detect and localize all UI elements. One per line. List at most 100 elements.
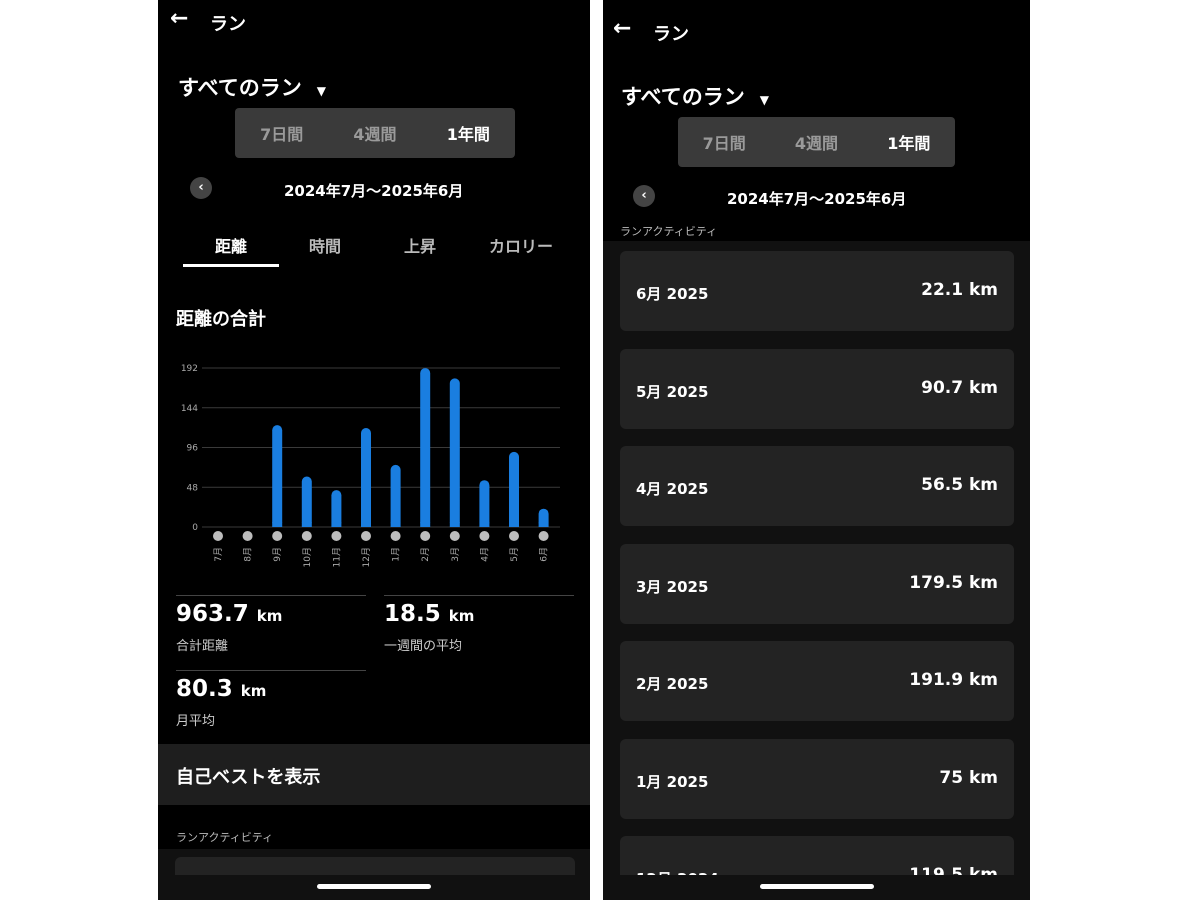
bar-base: [361, 522, 371, 527]
bar-base: [449, 522, 460, 527]
bar: [449, 378, 460, 527]
month-card[interactable]: 2月 2025 191.9 km: [620, 641, 1014, 721]
x-tick-label: 8月: [243, 547, 254, 562]
x-tick-label: 3月: [450, 547, 461, 562]
bar-base: [272, 522, 283, 527]
period-4w[interactable]: 4週間: [794, 134, 839, 153]
back-arrow-icon[interactable]: ←: [613, 16, 632, 41]
period-selector: 7日間 4週間 1年間: [235, 108, 515, 158]
caret-down-icon: ▼: [316, 84, 327, 98]
period-1y[interactable]: 1年間: [887, 134, 931, 153]
x-tick-label: 7月: [213, 547, 224, 562]
month-card[interactable]: 3月 2025 179.5 km: [620, 543, 1014, 624]
x-tick-label: 6月: [539, 547, 550, 562]
stat-unit: km: [448, 607, 475, 625]
date-range: 2024年7月〜2025年6月: [284, 182, 464, 200]
run-filter-dropdown[interactable]: すべてのラン ▼: [178, 72, 326, 102]
divider: [176, 595, 366, 596]
month-card[interactable]: 6月 2025 22.1 km: [620, 251, 1014, 331]
month-label: 5月 2025: [636, 382, 709, 401]
x-point-marker: [420, 531, 431, 541]
x-tick-label: 12月: [361, 547, 372, 567]
period-1y[interactable]: 1年間: [446, 125, 490, 144]
bar: [509, 451, 519, 527]
y-tick-label: 192: [181, 364, 198, 374]
x-tick-label: 4月: [479, 547, 490, 562]
x-tick-label: 10月: [302, 547, 313, 567]
x-tick-label: 1月: [391, 547, 402, 562]
system-nav-bar: [603, 875, 1030, 900]
bar-base: [390, 522, 401, 527]
x-point-marker: [479, 531, 490, 541]
x-point-marker: [390, 531, 401, 541]
tab-calories[interactable]: カロリー: [488, 237, 553, 256]
tab-time[interactable]: 時間: [308, 237, 341, 256]
tab-elevation[interactable]: 上昇: [403, 237, 436, 256]
month-label: 3月 2025: [636, 577, 709, 596]
y-tick-label: 144: [181, 404, 198, 414]
month-label: 4月 2025: [636, 480, 709, 498]
divider: [176, 670, 366, 671]
period-selector: 7日間 4週間 1年間: [678, 117, 955, 167]
chevron-left-icon[interactable]: ‹: [633, 185, 655, 207]
chevron-left-icon[interactable]: ‹: [190, 177, 212, 199]
date-range: 2024年7月〜2025年6月: [727, 190, 907, 208]
bar-base: [479, 522, 490, 527]
header-title: ラン: [210, 14, 246, 35]
bar: [479, 480, 490, 527]
x-point-marker: [301, 531, 312, 541]
run-filter-dropdown[interactable]: すべてのラン ▼: [621, 81, 769, 111]
bar-base: [538, 522, 549, 527]
month-distance: 191.9 km: [909, 670, 998, 690]
home-handle[interactable]: [317, 884, 431, 889]
distance-bar-chart: 0 48 96 144 192 7月 8月 9月 10月 11月 12月 1月 2月 3月 4月 5月 6月: [181, 364, 560, 567]
month-card[interactable]: 4月 2025 56.5 km: [620, 446, 1014, 526]
x-point-marker: [509, 531, 519, 541]
month-distance: 90.7 km: [921, 377, 998, 398]
bar-base: [331, 522, 342, 527]
stat-unit: km: [256, 607, 283, 625]
bar: [301, 476, 312, 527]
personal-best-label: 自己ベストを表示: [176, 767, 321, 788]
bar-base: [420, 522, 431, 527]
bar: [420, 368, 431, 527]
month-distance: 75 km: [939, 767, 998, 788]
left-phone-screen: ← ラン すべてのラン ▼ 7日間 4週間 1年間 ‹ 2024年7月〜2025…: [158, 0, 590, 900]
back-arrow-icon[interactable]: ←: [170, 6, 189, 31]
right-phone-screen: ← ラン すべてのラン ▼ 7日間 4週間 1年間 ‹ 2024年7月〜2025…: [603, 0, 1030, 900]
month-distance: 56.5 km: [921, 475, 998, 495]
home-handle[interactable]: [759, 884, 874, 889]
filter-label: すべてのラン: [178, 76, 302, 100]
stat-total-distance: 963.7 km: [176, 601, 282, 627]
x-point-marker: [331, 531, 342, 541]
stat-label: 月平均: [176, 714, 216, 729]
month-card[interactable]: 1月 2025 75 km: [620, 738, 1014, 819]
x-point-marker: [213, 531, 223, 541]
stat-weekly-average: 18.5 km: [384, 601, 474, 627]
x-point-marker: [449, 531, 460, 541]
monthly-activity-list: 6月 2025 22.1 km 5月 2025 90.7 km 4月 2025 56.5 …: [603, 241, 1030, 881]
y-tick-label: 48: [187, 483, 199, 493]
period-7d[interactable]: 7日間: [702, 134, 746, 153]
bar-base: [509, 522, 519, 527]
period-4w[interactable]: 4週間: [353, 125, 397, 144]
bar: [390, 464, 401, 527]
period-7d[interactable]: 7日間: [260, 125, 304, 144]
y-tick-label: 0: [192, 523, 198, 533]
stat-unit: km: [240, 682, 267, 700]
x-point-marker: [242, 531, 253, 541]
filter-label: すべてのラン: [621, 85, 745, 109]
month-card[interactable]: 5月 2025 90.7 km: [620, 348, 1014, 429]
personal-best-button[interactable]: 自己ベストを表示: [158, 744, 590, 805]
y-tick-label: 96: [187, 444, 199, 454]
tab-distance[interactable]: 距離: [214, 237, 247, 256]
activity-section-title: ランアクティビティ: [620, 225, 718, 238]
month-distance: 179.5 km: [909, 572, 998, 593]
x-tick-label: 5月: [509, 547, 520, 562]
stat-label: 合計距離: [176, 639, 229, 654]
bar: [272, 425, 283, 527]
bar: [331, 490, 342, 527]
x-point-marker: [272, 531, 283, 541]
month-distance: 22.1 km: [921, 280, 998, 300]
stat-value: 80.3: [176, 676, 233, 702]
